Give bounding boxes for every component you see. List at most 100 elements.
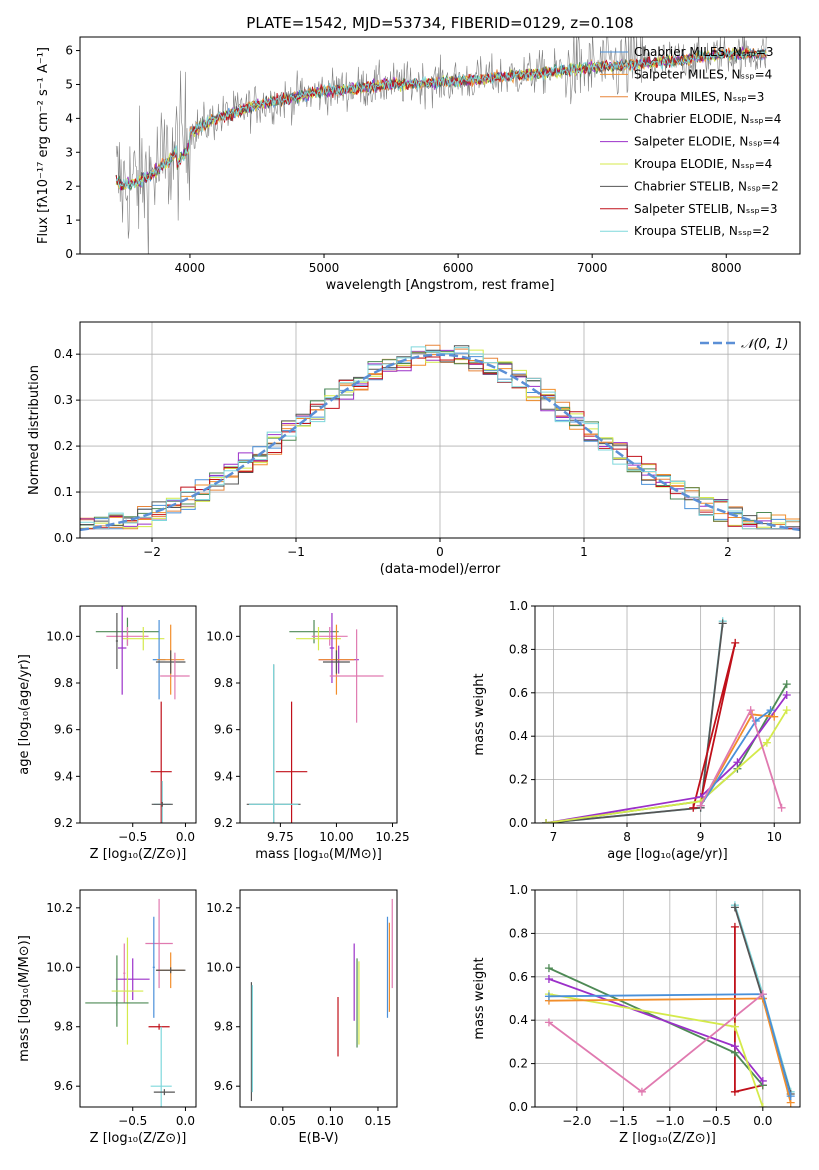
x-tick-label: 0.05: [269, 1114, 296, 1128]
x-axis-label: mass [log₁₀(M/M⊙)]: [255, 847, 382, 862]
legend-entry: Kroupa STELIB, Nₛₛₚ=2: [634, 224, 770, 238]
y-tick-label: 0.3: [54, 393, 73, 407]
weight-marker: [544, 964, 553, 973]
weight-marker: [544, 1018, 553, 1027]
x-axis-label: (data-model)/error: [380, 562, 501, 577]
x-tick-label: −1.5: [609, 1114, 638, 1128]
y-tick-label: 9.6: [214, 723, 233, 737]
y-tick-label: 2: [65, 179, 73, 193]
axes-frame: [79, 889, 197, 1108]
axes-frame: [79, 36, 801, 255]
y-tick-label: 0.4: [509, 1013, 528, 1027]
x-tick-label: 10.25: [375, 830, 409, 844]
y-tick-label: 0.8: [509, 642, 528, 656]
x-axis-label: wavelength [Angstrom, rest frame]: [326, 278, 555, 293]
x-tick-label: 4000: [175, 261, 206, 275]
plot-area: [544, 901, 795, 1107]
x-tick-label: −0.5: [118, 830, 147, 844]
x-tick-label: 10.00: [319, 830, 353, 844]
x-tick-label: 0.0: [753, 1114, 772, 1128]
y-tick-label: 9.8: [214, 1020, 233, 1034]
y-tick-label: 9.6: [214, 1079, 233, 1093]
weight-marker: [766, 706, 775, 715]
x-tick-label: 7: [550, 830, 558, 844]
y-tick-label: 1.0: [509, 599, 528, 613]
y-tick-label: 0: [65, 247, 73, 261]
y-tick-label: 4: [65, 111, 73, 125]
plot-area: [250, 898, 393, 1102]
x-axis-label: Z [log₁₀(Z/Z⊙)]: [90, 847, 187, 862]
plot-area: [246, 613, 384, 823]
weight-marker: [544, 974, 553, 983]
legend-entry: Kroupa MILES, Nₛₛₚ=3: [634, 90, 764, 104]
x-tick-label: 8000: [711, 261, 742, 275]
weight-marker: [730, 1087, 739, 1096]
y-tick-label: 10.2: [46, 901, 73, 915]
weight-marker: [689, 803, 698, 812]
y-tick-label: 0.1: [54, 485, 73, 499]
y-tick-label: 10.2: [206, 901, 233, 915]
axes-frame: [534, 605, 801, 824]
panel-mass_vs_Z: −0.5 0.0 9.6 9.8 10.0 10.2 Z [log₁₀(Z/Z⊙)] mass…: [17, 889, 197, 1146]
y-tick-label: 5: [65, 77, 73, 91]
x-tick-label: 10: [767, 830, 782, 844]
x-tick-label: −2: [143, 545, 161, 559]
x-tick-label: −2.0: [562, 1114, 591, 1128]
plot-area: [542, 617, 791, 823]
x-tick-label: 6000: [443, 261, 474, 275]
x-tick-label: −1: [287, 545, 305, 559]
weight-marker: [762, 738, 771, 747]
legend-entry: 𝒩(0, 1): [741, 337, 788, 352]
weight-marker: [730, 922, 739, 931]
y-tick-label: 9.8: [54, 1020, 73, 1034]
x-tick-label: 0: [436, 545, 444, 559]
plot-area: [85, 898, 186, 1107]
x-axis-label: Z [log₁₀(Z/Z⊙)]: [90, 1131, 187, 1146]
plot-area: [95, 606, 190, 823]
model-kroupa-stelib: [115, 48, 767, 189]
x-tick-label: 8: [623, 830, 631, 844]
y-tick-label: 0.0: [509, 1100, 528, 1114]
axes-frame: [239, 605, 398, 824]
y-tick-label: 0.4: [54, 347, 73, 361]
histogram-salpeter-stelib: [80, 356, 800, 530]
weight-marker: [696, 801, 705, 810]
plot-area: [115, 37, 767, 254]
weight-marker: [730, 903, 739, 912]
x-axis-label: age [log₁₀(age/yr)]: [607, 847, 728, 862]
legend-entry: Chabrier MILES, Nₛₛₚ=3: [634, 45, 774, 59]
axes-frame: [534, 889, 801, 1108]
y-tick-label: 0.4: [509, 729, 528, 743]
legend-entry: Chabrier ELODIE, Nₛₛₚ=4: [634, 112, 781, 126]
x-tick-label: 0.15: [365, 1114, 392, 1128]
x-tick-label: 7000: [577, 261, 608, 275]
weight-marker: [782, 690, 791, 699]
weight-line: [545, 709, 788, 823]
y-axis-label: Flux [fλ10⁻¹⁷ erg cm⁻² s⁻¹ A⁻¹]: [36, 47, 51, 244]
legend-entry: Salpeter STELIB, Nₛₛₚ=3: [634, 202, 778, 216]
x-axis-label: E(B-V): [298, 1131, 338, 1146]
plot-area: [80, 344, 800, 532]
weight-marker: [718, 619, 727, 628]
x-tick-label: 0.10: [317, 1114, 344, 1128]
x-tick-label: 2: [724, 545, 732, 559]
y-tick-label: 10.0: [46, 629, 73, 643]
x-tick-label: 9.75: [267, 830, 294, 844]
x-tick-label: −0.5: [118, 1114, 147, 1128]
histogram-kroupa-stelib: [80, 346, 800, 530]
weight-marker: [542, 819, 551, 823]
weight-marker: [637, 1087, 646, 1096]
legend-entry: Kroupa ELODIE, Nₛₛₚ=4: [634, 157, 772, 171]
y-tick-label: 0.2: [54, 439, 73, 453]
y-tick-label: 0.0: [54, 531, 73, 545]
weight-marker: [777, 803, 786, 812]
panel-mass_vs_ebv: 0.05 0.10 0.15 9.6 9.8 10.0 10.2 E(B-V): [206, 889, 398, 1146]
x-tick-label: 0.0: [176, 1114, 195, 1128]
weight-line: [548, 993, 764, 1093]
x-tick-label: 9: [697, 830, 705, 844]
y-tick-label: 9.4: [54, 769, 73, 783]
y-tick-label: 9.8: [214, 676, 233, 690]
y-tick-label: 9.8: [54, 676, 73, 690]
y-tick-label: 0.2: [509, 1057, 528, 1071]
